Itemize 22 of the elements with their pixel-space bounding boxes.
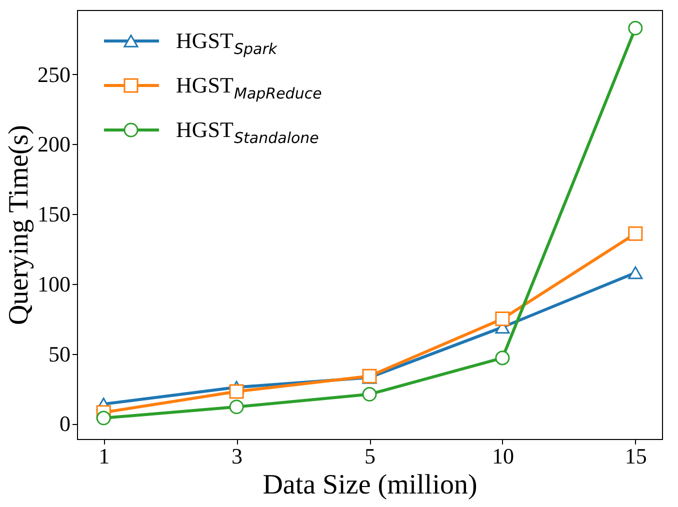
point [96, 410, 111, 426]
point [628, 20, 643, 36]
point [495, 350, 510, 366]
point [628, 266, 643, 280]
y-tick-label: 50 [48, 341, 70, 366]
point [362, 387, 377, 402]
x-tick-label: 15 [624, 444, 647, 468]
y-tick-label: 200 [38, 132, 70, 157]
y-tick-label: 250 [38, 62, 70, 87]
x-tick-label: 10 [492, 444, 514, 468]
x-tick-label: 5 [364, 444, 376, 468]
point [229, 384, 244, 399]
point [229, 400, 244, 414]
point [628, 226, 643, 241]
y-tick-label: 0 [60, 411, 70, 436]
point [495, 312, 510, 326]
y-tick-label: 100 [38, 271, 70, 296]
x-tick-label: 1 [98, 444, 110, 468]
x-axis-title: Data Size (million) [262, 470, 478, 500]
x-tick-label: 3 [232, 444, 243, 468]
y-tick-label: 150 [38, 202, 70, 227]
y-axis-title: Querying Time(s) [4, 125, 34, 325]
